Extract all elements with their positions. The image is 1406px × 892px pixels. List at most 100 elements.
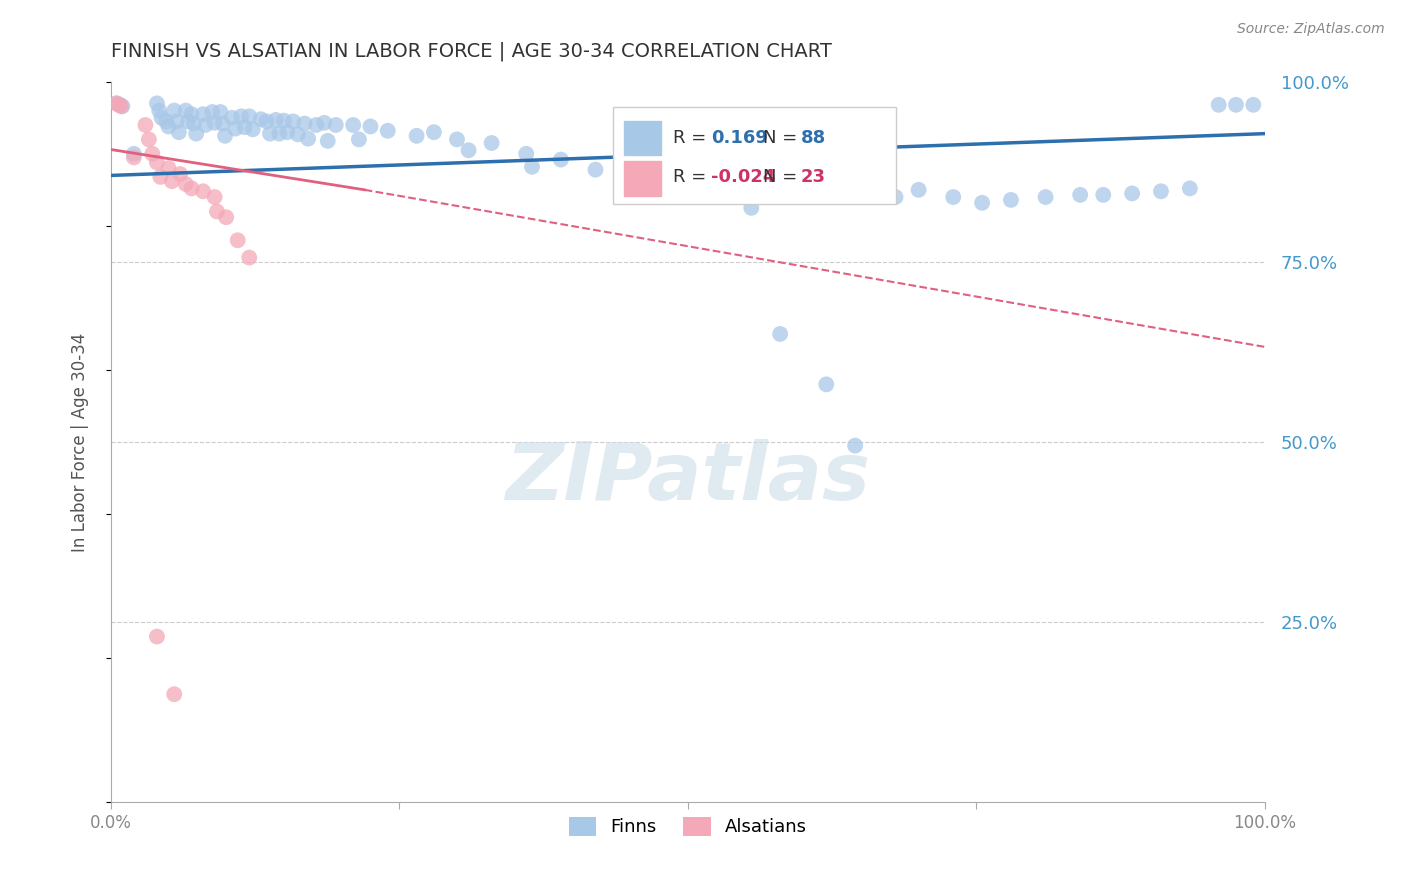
Point <box>242 122 264 136</box>
Point <box>149 169 172 184</box>
Text: R =: R = <box>673 169 711 186</box>
Text: Source: ZipAtlas.com: Source: ZipAtlas.com <box>1237 22 1385 37</box>
Point <box>1035 190 1057 204</box>
Point <box>1121 186 1143 201</box>
Point <box>122 146 145 161</box>
Point <box>166 114 188 128</box>
Point <box>758 174 780 188</box>
Point <box>287 128 309 142</box>
Point <box>155 114 177 128</box>
Point <box>1069 187 1091 202</box>
Point <box>238 109 260 123</box>
Y-axis label: In Labor Force | Age 30-34: In Labor Force | Age 30-34 <box>72 333 89 551</box>
Point <box>884 190 907 204</box>
Text: 23: 23 <box>801 169 825 186</box>
Text: FINNISH VS ALSATIAN IN LABOR FORCE | AGE 30-34 CORRELATION CHART: FINNISH VS ALSATIAN IN LABOR FORCE | AGE… <box>111 42 831 62</box>
Point <box>1150 184 1173 198</box>
Point <box>314 116 336 130</box>
Point <box>249 112 271 127</box>
Point <box>183 117 205 131</box>
Point <box>942 190 965 204</box>
Point <box>273 113 295 128</box>
Point <box>191 107 214 121</box>
Point <box>111 99 134 113</box>
Point <box>325 118 347 132</box>
Point <box>194 118 217 132</box>
Point <box>204 116 226 130</box>
Point <box>259 127 281 141</box>
Text: -0.024: -0.024 <box>711 169 775 186</box>
Point <box>221 111 243 125</box>
Point <box>224 121 246 136</box>
Point <box>141 146 163 161</box>
Point <box>550 153 572 167</box>
Point <box>613 155 636 169</box>
Point <box>281 114 304 128</box>
Point <box>180 181 202 195</box>
Point <box>146 630 169 644</box>
Point <box>297 131 319 145</box>
Point <box>134 118 156 132</box>
Point <box>907 183 929 197</box>
Point <box>1000 193 1022 207</box>
Point <box>174 103 197 118</box>
Text: ZIPatlas: ZIPatlas <box>505 439 870 517</box>
Point <box>150 111 173 125</box>
Point <box>256 114 278 128</box>
Point <box>177 114 200 128</box>
Point <box>769 326 792 341</box>
Text: 0.169: 0.169 <box>711 129 768 147</box>
Point <box>110 99 132 113</box>
Point <box>815 377 838 392</box>
Point <box>342 118 364 132</box>
Point <box>146 155 169 169</box>
Text: N =: N = <box>763 169 803 186</box>
Point <box>682 179 704 194</box>
Point <box>174 177 197 191</box>
Point <box>844 439 866 453</box>
Point <box>226 233 249 247</box>
Text: R =: R = <box>673 129 711 147</box>
Point <box>676 165 699 179</box>
Point <box>520 160 543 174</box>
Point <box>157 120 180 134</box>
Bar <box>624 120 661 155</box>
Point <box>186 127 208 141</box>
Point <box>163 103 186 118</box>
Point <box>264 112 287 127</box>
Point <box>457 143 479 157</box>
Point <box>146 96 169 111</box>
Legend: Finns, Alsatians: Finns, Alsatians <box>561 810 814 844</box>
Point <box>1178 181 1201 195</box>
Point <box>515 146 537 161</box>
Point <box>405 128 427 143</box>
Point <box>160 174 183 188</box>
Point <box>157 161 180 176</box>
Point <box>233 120 256 135</box>
Text: N =: N = <box>763 129 803 147</box>
Point <box>105 96 128 111</box>
Point <box>209 105 232 120</box>
Point <box>148 103 170 118</box>
Point <box>211 117 233 131</box>
Bar <box>613 107 896 204</box>
Point <box>205 204 228 219</box>
Bar <box>624 161 661 195</box>
Point <box>201 105 224 120</box>
Point <box>359 120 381 134</box>
Point <box>108 98 131 112</box>
Point <box>711 176 734 190</box>
Point <box>740 201 762 215</box>
Point <box>215 211 238 225</box>
Point <box>180 107 202 121</box>
Point <box>204 190 226 204</box>
Point <box>269 127 291 141</box>
Point <box>108 98 131 112</box>
Point <box>163 687 186 701</box>
Point <box>972 195 994 210</box>
Point <box>446 132 468 146</box>
Point <box>105 96 128 111</box>
Point <box>1241 98 1264 112</box>
Point <box>377 124 399 138</box>
Point <box>481 136 503 150</box>
